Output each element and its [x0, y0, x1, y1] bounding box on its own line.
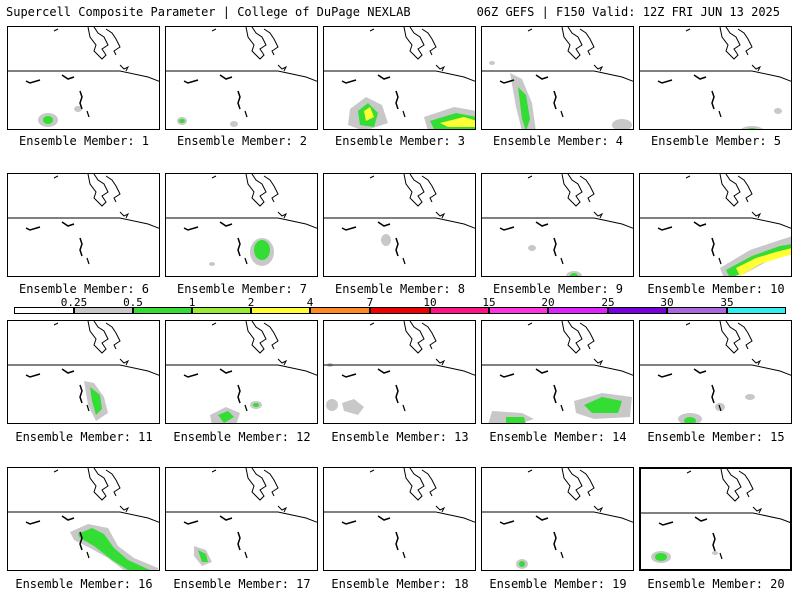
ensemble-member-map-10[interactable] [639, 173, 792, 277]
legend-swatch [727, 307, 786, 314]
legend-swatch [608, 307, 667, 314]
ensemble-member-label: Ensemble Member: 18 [331, 577, 469, 591]
legend-swatch [489, 307, 548, 314]
map-canvas [8, 27, 159, 127]
legend-label: 2 [247, 296, 255, 309]
ensemble-member-map-4[interactable] [481, 26, 634, 130]
ensemble-member-map-3[interactable] [323, 26, 476, 130]
ensemble-member-label: Ensemble Member: 14 [489, 430, 627, 444]
header-title: Supercell Composite Parameter | College … [6, 5, 411, 19]
legend-swatch [667, 307, 727, 314]
legend-swatch [430, 307, 489, 314]
legend-swatch [548, 307, 608, 314]
ensemble-member-map-12[interactable] [165, 320, 318, 424]
ensemble-member-map-18[interactable] [323, 467, 476, 571]
ensemble-member-label: Ensemble Member: 13 [331, 430, 469, 444]
color-legend: 0.25 0.5 1 2 4 7 10 15 20 25 30 35 [0, 296, 800, 318]
ensemble-member-map-16[interactable] [7, 467, 160, 571]
legend-swatch [14, 307, 74, 314]
map-canvas [324, 174, 475, 265]
ensemble-member-map-15[interactable] [639, 320, 792, 424]
map-canvas [640, 27, 791, 129]
ensemble-member-map-1[interactable] [7, 26, 160, 130]
map-canvas [324, 468, 475, 559]
ensemble-member-label: Ensemble Member: 6 [18, 282, 150, 296]
ensemble-member-map-17[interactable] [165, 467, 318, 571]
map-canvas [482, 27, 633, 129]
ensemble-member-label: Ensemble Member: 10 [647, 282, 785, 296]
map-canvas [8, 174, 159, 265]
ensemble-member-map-9[interactable] [481, 173, 634, 277]
ensemble-member-map-19[interactable] [481, 467, 634, 571]
legend-label: 7 [366, 296, 374, 309]
ensemble-member-label: Ensemble Member: 4 [492, 134, 624, 148]
legend-label: 4 [306, 296, 314, 309]
map-canvas [482, 174, 633, 276]
map-canvas [166, 174, 317, 266]
ensemble-member-map-14[interactable] [481, 320, 634, 424]
map-canvas [640, 174, 791, 276]
legend-label: 0.25 [60, 296, 88, 309]
map-canvas [166, 321, 317, 423]
ensemble-member-label: Ensemble Member: 12 [173, 430, 311, 444]
map-canvas [8, 321, 159, 421]
ensemble-member-map-6[interactable] [7, 173, 160, 277]
legend-label: 30 [660, 296, 674, 309]
ensemble-member-label: Ensemble Member: 11 [15, 430, 153, 444]
ensemble-member-label: Ensemble Member: 7 [176, 282, 308, 296]
legend-swatch [74, 307, 133, 314]
ensemble-member-map-7[interactable] [165, 173, 318, 277]
ensemble-member-label: Ensemble Member: 9 [492, 282, 624, 296]
legend-label: 10 [423, 296, 437, 309]
legend-label: 1 [188, 296, 196, 309]
map-canvas [166, 468, 317, 566]
ensemble-member-label: Ensemble Member: 19 [489, 577, 627, 591]
ensemble-member-label: Ensemble Member: 3 [334, 134, 466, 148]
ensemble-member-label: Ensemble Member: 2 [176, 134, 308, 148]
legend-label: 0.5 [123, 296, 143, 309]
ensemble-member-label: Ensemble Member: 15 [647, 430, 785, 444]
ensemble-member-map-8[interactable] [323, 173, 476, 277]
legend-label: 15 [482, 296, 496, 309]
legend-label: 35 [720, 296, 734, 309]
ensemble-member-label: Ensemble Member: 5 [650, 134, 782, 148]
map-canvas [324, 321, 475, 415]
ensemble-member-map-11[interactable] [7, 320, 160, 424]
ensemble-member-map-13[interactable] [323, 320, 476, 424]
ensemble-member-map-20[interactable] [639, 467, 792, 571]
ensemble-member-map-2[interactable] [165, 26, 318, 130]
legend-label: 20 [541, 296, 555, 309]
header-valid-time: 06Z GEFS | F150 Valid: 12Z FRI JUN 13 20… [476, 5, 780, 19]
legend-swatch [310, 307, 370, 314]
legend-swatch [251, 307, 310, 314]
ensemble-member-label: Ensemble Member: 8 [334, 282, 466, 296]
map-canvas [8, 468, 159, 570]
ensemble-member-label: Ensemble Member: 16 [15, 577, 153, 591]
map-canvas [324, 27, 475, 129]
ensemble-member-label: Ensemble Member: 17 [173, 577, 311, 591]
map-canvas [482, 321, 633, 423]
ensemble-member-label: Ensemble Member: 1 [18, 134, 150, 148]
ensemble-member-label: Ensemble Member: 20 [647, 577, 785, 591]
map-canvas [640, 321, 791, 423]
legend-label: 25 [601, 296, 615, 309]
ensemble-member-map-5[interactable] [639, 26, 792, 130]
legend-swatch [370, 307, 430, 314]
map-canvas [166, 27, 317, 127]
legend-swatch [133, 307, 192, 314]
map-canvas [641, 469, 790, 563]
map-canvas [482, 468, 633, 569]
legend-swatch [192, 307, 251, 314]
